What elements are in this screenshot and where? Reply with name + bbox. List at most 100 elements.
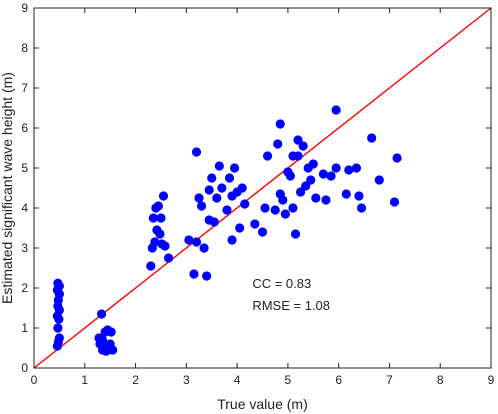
y-tick-label: 1 xyxy=(21,321,28,335)
data-point xyxy=(204,185,214,195)
data-point xyxy=(207,173,217,183)
data-point xyxy=(106,327,116,337)
data-point xyxy=(351,163,362,173)
data-point xyxy=(212,193,222,203)
data-point xyxy=(293,151,303,161)
data-point xyxy=(250,219,260,229)
plot-frame xyxy=(33,7,492,369)
data-point xyxy=(150,237,160,247)
data-point xyxy=(160,241,170,251)
data-point xyxy=(199,243,209,253)
x-tick-label: 9 xyxy=(488,373,495,387)
data-point xyxy=(374,175,384,185)
data-point xyxy=(240,199,250,209)
data-point xyxy=(217,183,227,193)
data-point xyxy=(158,191,169,201)
data-point xyxy=(237,183,247,193)
data-point xyxy=(285,171,296,181)
y-tick-label: 5 xyxy=(21,161,28,175)
y-tick-label: 6 xyxy=(21,121,28,135)
x-axis-ticks: 0 1 2 3 4 5 6 7 8 9 xyxy=(31,8,495,387)
data-point xyxy=(290,229,301,239)
data-point xyxy=(191,147,202,157)
x-tick-label: 8 xyxy=(437,373,444,387)
data-point xyxy=(189,269,199,279)
data-point xyxy=(227,235,237,245)
data-point xyxy=(326,171,336,181)
x-tick-label: 4 xyxy=(234,373,241,387)
data-point xyxy=(202,271,212,281)
stat-annotation: RMSE = 1.08 xyxy=(252,298,330,313)
data-point xyxy=(367,133,377,143)
data-point xyxy=(229,163,240,173)
data-point xyxy=(155,229,165,239)
data-point xyxy=(288,203,298,213)
data-point xyxy=(260,203,270,213)
data-point xyxy=(222,205,232,215)
data-point xyxy=(311,193,321,203)
stat-annotation: CC = 0.83 xyxy=(252,276,311,291)
data-point xyxy=(344,165,354,175)
data-point xyxy=(262,151,273,161)
data-point xyxy=(295,187,306,197)
data-point xyxy=(194,193,204,203)
data-point xyxy=(318,169,329,179)
data-point xyxy=(306,175,316,185)
data-point xyxy=(354,191,364,201)
data-point xyxy=(148,213,158,223)
data-point xyxy=(293,135,303,145)
data-point xyxy=(301,181,311,191)
statistics-annotations: CC = 0.83 RMSE = 1.08 xyxy=(252,276,330,313)
data-point xyxy=(341,189,351,199)
data-point xyxy=(153,201,164,211)
x-tick-label: 1 xyxy=(81,373,88,387)
data-point xyxy=(257,227,268,237)
data-point xyxy=(270,205,280,215)
y-tick-label: 3 xyxy=(21,241,28,255)
x-tick-label: 3 xyxy=(183,373,190,387)
data-point xyxy=(389,197,400,207)
data-point xyxy=(224,173,235,183)
data-point xyxy=(146,261,156,271)
y-axis-ticks: 0 1 2 3 4 5 6 7 8 9 xyxy=(21,1,491,375)
data-point xyxy=(54,314,64,324)
x-tick-label: 0 xyxy=(31,373,38,387)
data-point xyxy=(235,223,245,233)
data-point xyxy=(52,341,62,351)
y-tick-label: 2 xyxy=(21,281,28,295)
data-point xyxy=(321,195,331,205)
y-axis-title: Estimated significant wave height (m) xyxy=(0,72,15,304)
data-point xyxy=(184,235,194,245)
y-tick-label: 4 xyxy=(21,201,28,215)
data-point xyxy=(273,139,283,149)
data-point xyxy=(278,195,288,205)
reference-line-1to1 xyxy=(33,7,492,369)
data-point xyxy=(53,323,63,333)
data-point xyxy=(280,209,290,219)
data-point xyxy=(191,237,202,247)
x-tick-label: 6 xyxy=(335,373,342,387)
y-tick-label: 8 xyxy=(21,41,28,55)
data-point xyxy=(156,213,166,223)
data-point xyxy=(196,201,207,211)
y-tick-label: 0 xyxy=(21,361,28,375)
y-tick-label: 9 xyxy=(21,1,28,15)
x-tick-label: 2 xyxy=(132,373,139,387)
y-tick-label: 7 xyxy=(21,81,28,95)
data-point xyxy=(96,309,107,319)
x-tick-label: 5 xyxy=(285,373,292,387)
data-point xyxy=(356,203,367,213)
data-point xyxy=(97,345,108,355)
data-point xyxy=(298,141,308,151)
x-tick-label: 7 xyxy=(386,373,393,387)
data-point xyxy=(308,159,318,169)
data-point xyxy=(392,153,402,163)
data-point xyxy=(331,163,341,173)
data-point xyxy=(214,161,224,171)
data-point xyxy=(331,105,341,115)
data-points xyxy=(52,105,402,356)
data-point xyxy=(209,217,219,227)
data-point xyxy=(163,253,174,263)
data-point xyxy=(275,119,285,129)
